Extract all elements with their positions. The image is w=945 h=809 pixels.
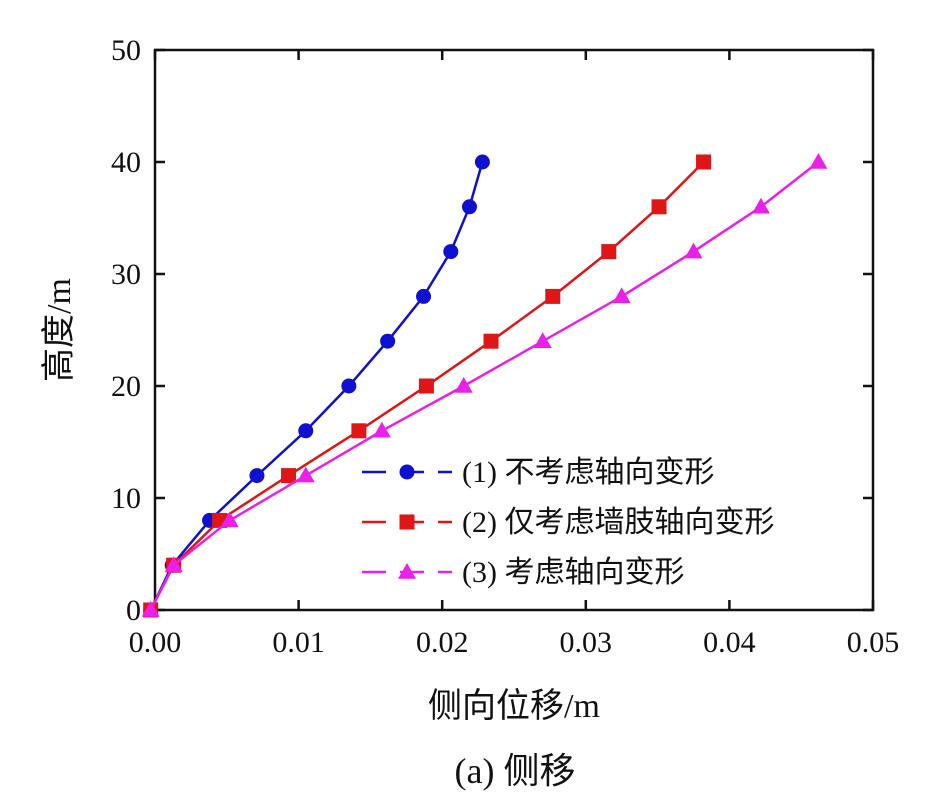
data-point — [612, 287, 631, 304]
legend-label: (3) 考虑轴向变形 — [462, 556, 684, 589]
data-point — [296, 466, 315, 483]
data-point — [601, 244, 617, 260]
x-tick-label: 0.04 — [703, 626, 756, 659]
x-tick-label: 0.02 — [416, 626, 469, 659]
y-tick-label: 30 — [111, 258, 141, 291]
data-point — [298, 423, 314, 439]
legend-item: (3) 考虑轴向变形 — [362, 556, 684, 589]
series-3 — [141, 153, 828, 617]
legend-label: (2) 仅考虑墙肢轴向变形 — [462, 506, 774, 539]
legend-marker — [399, 514, 415, 530]
data-point — [281, 468, 297, 484]
data-point — [341, 378, 357, 394]
series-2 — [143, 154, 712, 618]
legend-label: (1) 不考虑轴向变形 — [462, 456, 714, 489]
data-point — [372, 421, 391, 438]
data-point — [249, 468, 265, 484]
plot-border — [153, 48, 875, 612]
data-point — [483, 333, 499, 349]
y-tick-label: 20 — [111, 370, 141, 403]
series-layer — [141, 153, 828, 618]
legend-marker — [398, 563, 416, 579]
x-axis: 0.00 0.01 0.02 0.03 0.04 0.05 — [129, 50, 900, 659]
legend: (1) 不考虑轴向变形 (2) 仅考虑墙肢轴向变形 (3) 考虑轴向变形 — [362, 456, 774, 589]
x-tick-label: 0.03 — [560, 626, 613, 659]
data-point — [474, 154, 490, 170]
y-axis: 0 10 20 30 40 50 — [111, 34, 873, 627]
data-point — [651, 199, 667, 215]
data-point — [220, 511, 239, 528]
data-point — [418, 378, 434, 394]
x-tick-label: 0.05 — [847, 626, 900, 659]
series-line — [149, 161, 820, 611]
data-point — [684, 242, 703, 259]
data-point — [545, 288, 561, 304]
y-axis-title: 高度/m — [40, 278, 78, 382]
data-point — [351, 423, 367, 439]
data-point — [809, 153, 828, 169]
legend-item: (2) 仅考虑墙肢轴向变形 — [362, 506, 774, 539]
y-tick-label: 40 — [111, 146, 141, 179]
data-point — [751, 197, 770, 214]
data-point — [454, 377, 473, 393]
y-tick-label: 0 — [126, 594, 141, 627]
data-point — [164, 556, 183, 572]
figure-caption: (a) 侧移 — [455, 751, 576, 791]
y-tick-label: 10 — [111, 482, 141, 515]
data-point — [416, 288, 432, 304]
x-tick-label: 0.01 — [272, 626, 325, 659]
data-point — [533, 332, 552, 348]
legend-marker — [399, 464, 415, 480]
data-point — [461, 199, 477, 215]
plot-frame — [153, 48, 875, 612]
x-axis-title: 侧向位移/m — [428, 687, 600, 725]
data-point — [380, 333, 396, 349]
data-point — [443, 244, 459, 260]
x-tick-label: 0.00 — [129, 626, 182, 659]
data-point — [141, 601, 160, 617]
y-tick-label: 50 — [111, 34, 141, 67]
data-point — [696, 154, 712, 170]
legend-item: (1) 不考虑轴向变形 — [362, 456, 714, 489]
